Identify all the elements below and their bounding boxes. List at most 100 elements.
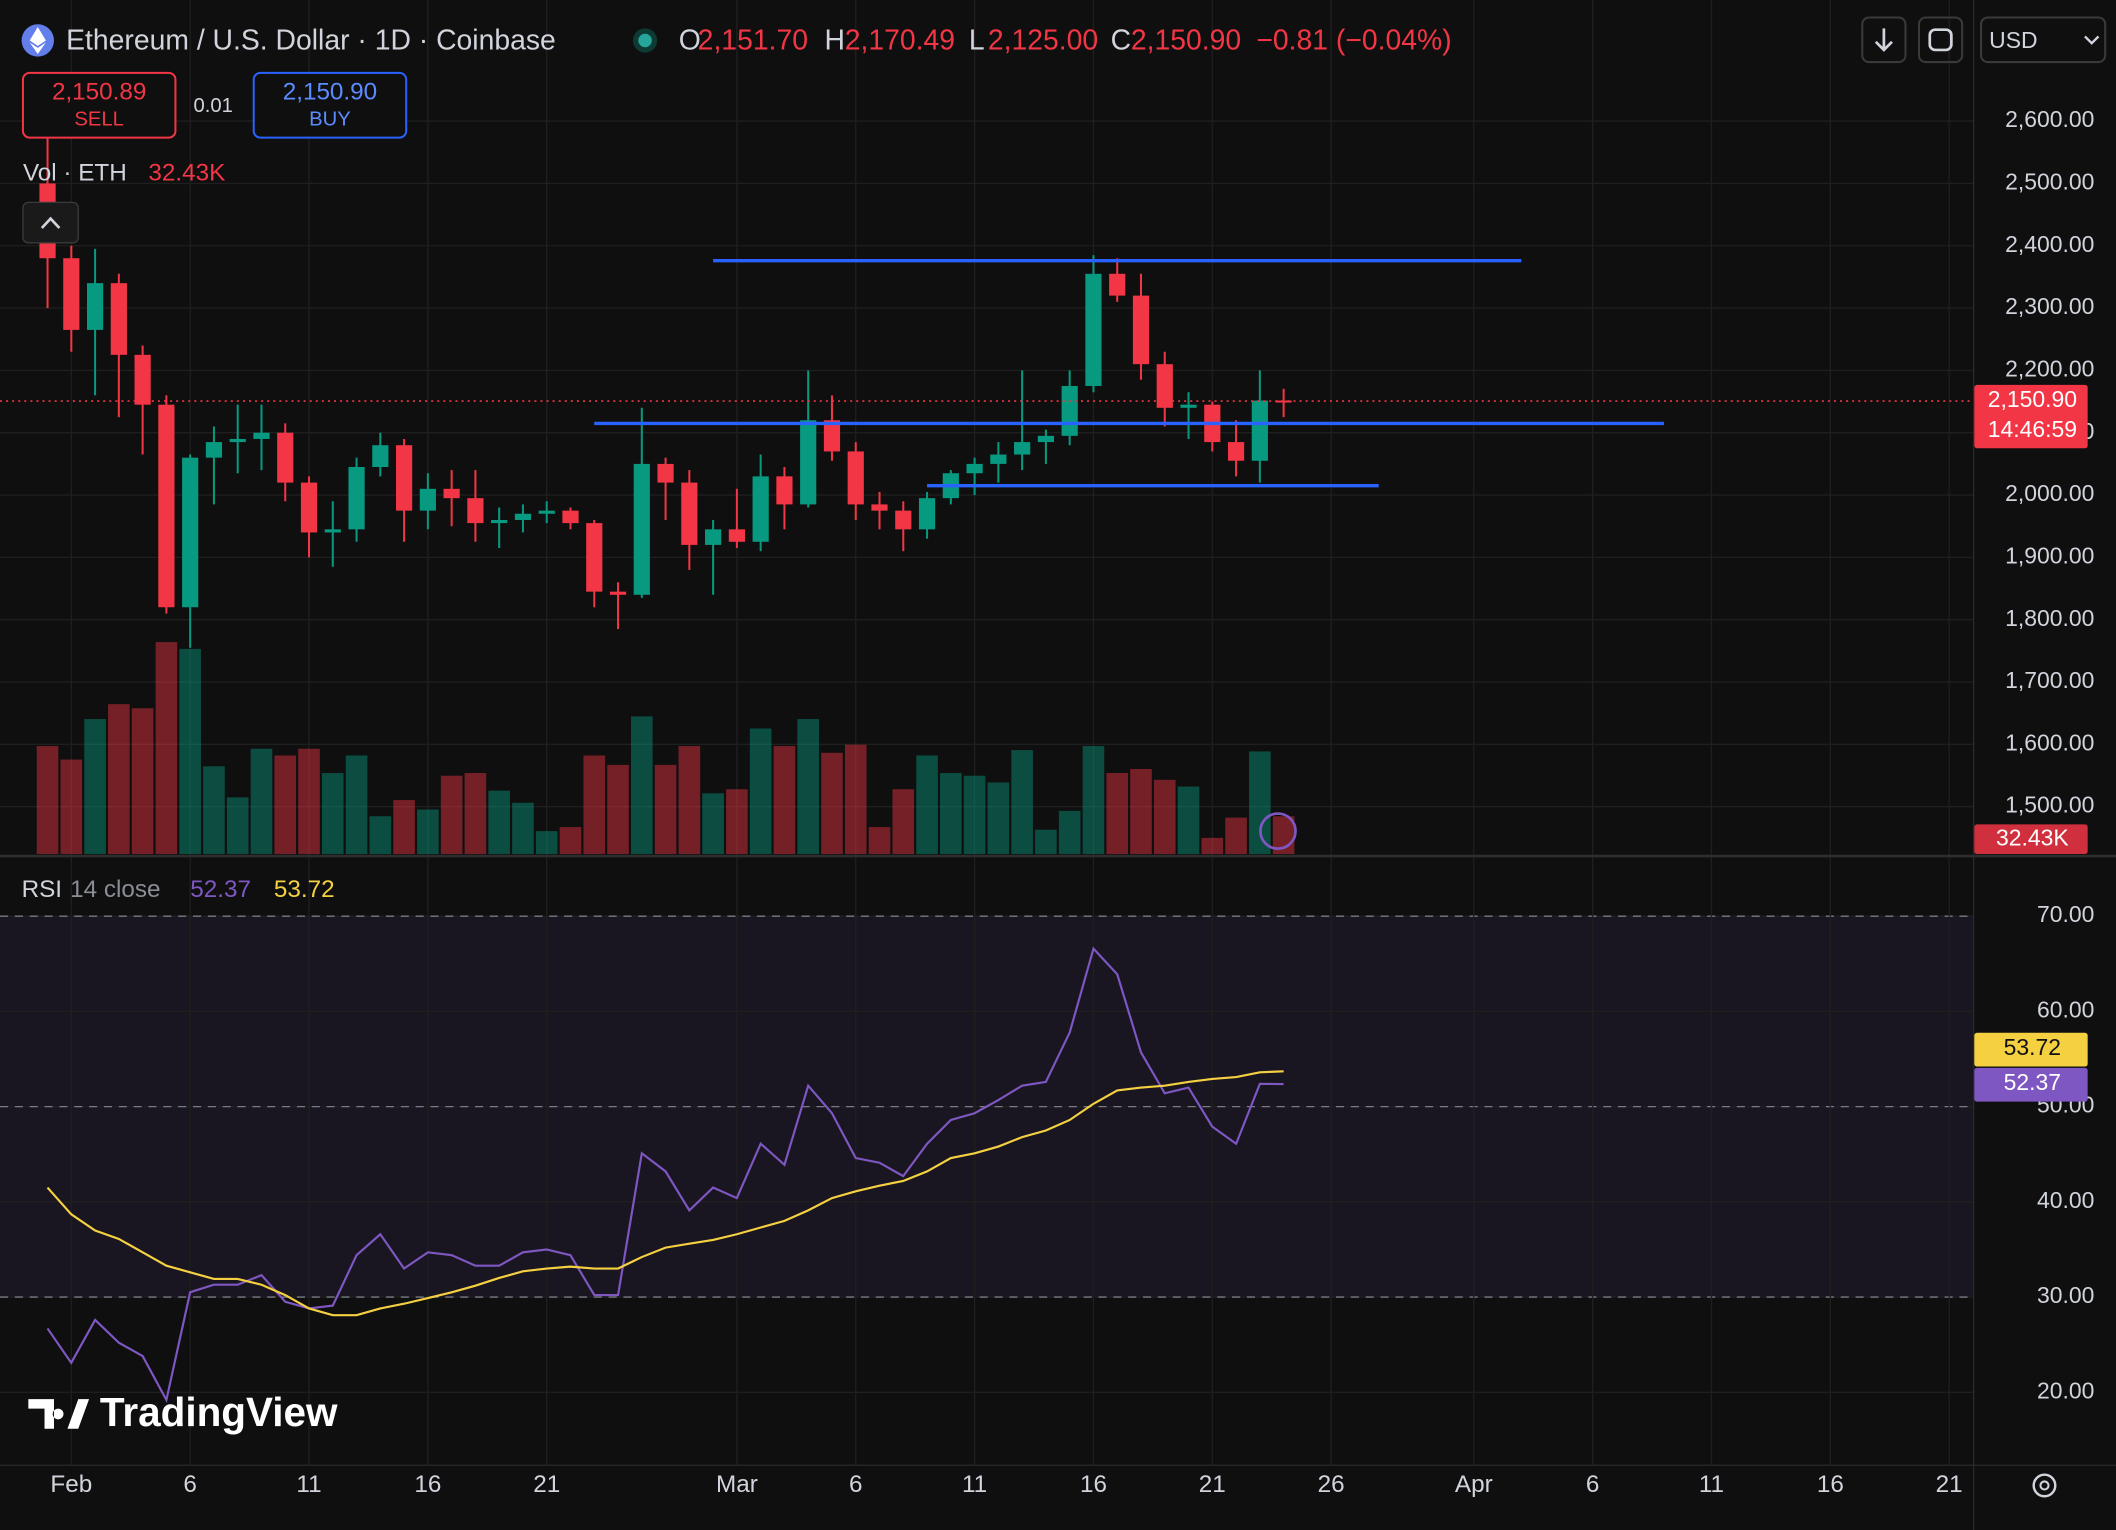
volume-bar [226, 797, 249, 855]
volume-bar [203, 766, 225, 855]
ohlc-key: L [969, 24, 985, 56]
volume-bar [440, 775, 463, 855]
currency: USD [1989, 27, 2037, 53]
y-tick-label: 1,800.00 [2005, 605, 2094, 631]
y-tick-label: 40.00 [2037, 1187, 2094, 1213]
x-tick-label: 21 [1936, 1471, 1963, 1498]
volume-bar [868, 827, 891, 855]
candle-body [1061, 385, 1078, 436]
volume-bar [821, 752, 843, 855]
collapse-icon [40, 216, 61, 229]
candle-body [396, 445, 413, 511]
volume-bar [393, 800, 415, 855]
volume-bar [1177, 786, 1200, 855]
volume-bar [84, 719, 106, 855]
volume-tag [1974, 824, 2088, 855]
rsi-tag-value: 52.37 [2004, 1069, 2061, 1095]
candle-body [562, 510, 579, 524]
candle-body [443, 488, 460, 499]
volume-bar [1106, 773, 1129, 855]
volume-bar [916, 755, 938, 855]
candle-body [514, 513, 532, 520]
volume-bar [1130, 768, 1152, 855]
candle-body [419, 488, 436, 511]
volume-bar [1249, 751, 1271, 855]
price-tag-countdown: 14:46:59 [1988, 416, 2077, 442]
volume-bar [131, 708, 154, 855]
spread: 0.01 [194, 95, 233, 117]
candle-body [467, 498, 484, 524]
volume-bar [892, 789, 915, 855]
candle-body [1251, 400, 1268, 461]
candle-body [1275, 400, 1292, 403]
dropdown-chevron [2084, 35, 2100, 45]
rsi-title: RSI [22, 876, 62, 903]
volume-bar [1011, 750, 1033, 855]
collapse-button[interactable] [22, 201, 79, 244]
symbol-title: Ethereum / U.S. Dollar · 1D · Coinbase [66, 24, 556, 56]
volume-bar [797, 719, 819, 855]
candle-body [728, 529, 745, 542]
rsi-line [46, 946, 1284, 1403]
x-tick-label: 6 [1586, 1471, 1600, 1498]
candle-body [705, 529, 722, 545]
price-tag-value: 2,150.90 [1988, 386, 2077, 412]
ohlc-value: 2,170.49 [845, 24, 955, 56]
sell-button[interactable] [21, 71, 177, 139]
buy-button[interactable] [252, 71, 408, 139]
axes: 1,500.00 1,600.00 1,700.00 1,800.00 1,900.00… [50, 106, 2094, 1498]
candle-body [752, 476, 769, 542]
candle-body [110, 283, 127, 355]
candle-body [372, 445, 389, 468]
candle-body [538, 510, 555, 514]
candle-body [300, 482, 318, 533]
x-tick-label: 26 [1318, 1471, 1345, 1498]
sell-label: SELL [74, 108, 124, 130]
settings-icon [2039, 1480, 2050, 1491]
volume-bar [773, 746, 796, 855]
candle-body [253, 432, 270, 439]
snapshot-button[interactable] [1917, 16, 1964, 64]
y-tick-label: 60.00 [2037, 996, 2094, 1022]
candle-body [1132, 295, 1150, 365]
ohlc-value: 2,151.70 [698, 24, 808, 56]
candle-body [158, 404, 175, 608]
rsi-ma-legend-value: 53.72 [274, 876, 335, 903]
candle-body [586, 523, 603, 592]
candle-body [1156, 364, 1173, 408]
candle-body [657, 463, 674, 483]
candle-body [847, 451, 864, 505]
y-tick-label: 2,300.00 [2005, 293, 2094, 319]
currency-dropdown[interactable] [1980, 16, 2107, 64]
volume-bar [488, 790, 510, 855]
volume-bar [1201, 837, 1224, 855]
settings-button[interactable] [2032, 1473, 2057, 1498]
volume-bar [298, 748, 320, 855]
y-tick-label: 1,700.00 [2005, 667, 2094, 693]
candle-body [1014, 442, 1031, 455]
y-tick-label: 2,400.00 [2005, 231, 2094, 257]
snapshot-icon [1928, 28, 1953, 52]
rsi-ma-tag [1974, 1032, 2088, 1067]
x-tick-label: 21 [1199, 1471, 1226, 1498]
volume-bar [36, 746, 59, 855]
x-tick-label: 16 [414, 1471, 441, 1498]
volume-bar [702, 793, 724, 855]
volume-bar [512, 802, 534, 855]
volume-bar [179, 648, 201, 855]
candle-body [205, 442, 223, 458]
candle-body [1085, 273, 1102, 386]
x-tick-label: 16 [1817, 1471, 1844, 1498]
candle-body [182, 457, 199, 608]
volume-bar [607, 764, 629, 855]
candle-body [990, 454, 1007, 464]
ohlc-key: O [679, 24, 701, 56]
price-tag [1974, 384, 2088, 449]
candle-body [63, 258, 80, 330]
volume-bar [369, 816, 392, 855]
candle-body [681, 482, 698, 545]
assistant-icon[interactable] [1259, 812, 1297, 851]
x-tick-label: 6 [183, 1471, 197, 1498]
download-button[interactable] [1861, 16, 1907, 64]
